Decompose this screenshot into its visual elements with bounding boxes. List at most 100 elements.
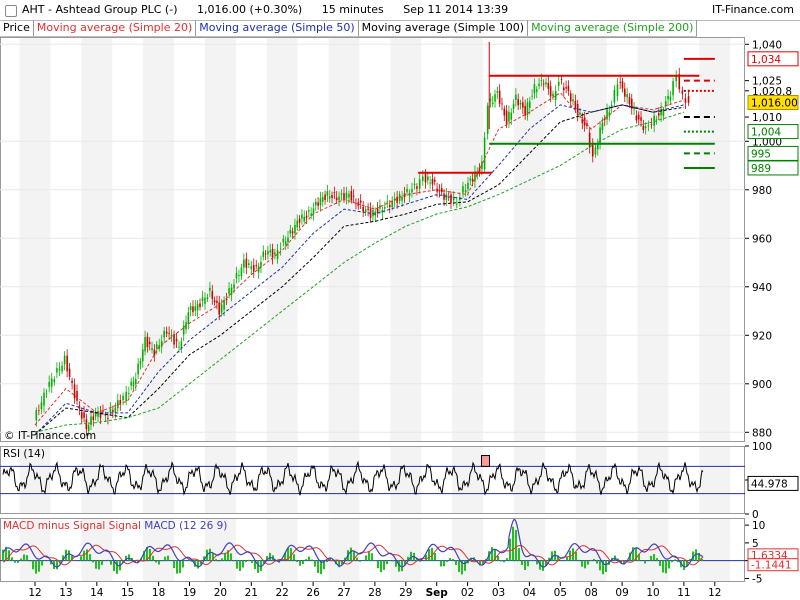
candle-body bbox=[635, 115, 638, 121]
candle-body bbox=[173, 334, 175, 345]
candle-body bbox=[139, 361, 142, 365]
candle-body bbox=[335, 197, 338, 201]
candle-body bbox=[56, 368, 58, 373]
legend-item-3[interactable]: Moving average (Simple 100) bbox=[359, 20, 529, 36]
rsi-value-tag bbox=[747, 475, 799, 491]
candle-body bbox=[312, 208, 315, 215]
price-value-tag bbox=[747, 51, 799, 67]
candle-body bbox=[533, 84, 536, 94]
candle-body bbox=[274, 252, 276, 255]
candle-body bbox=[483, 137, 486, 170]
candle-body bbox=[218, 302, 221, 315]
candle-body bbox=[194, 306, 197, 311]
candle-body bbox=[343, 193, 345, 200]
candle-body bbox=[252, 265, 255, 272]
candle-body bbox=[119, 399, 122, 405]
candle-body bbox=[109, 408, 112, 413]
candle-body bbox=[572, 99, 574, 102]
candle-body bbox=[588, 132, 591, 148]
candle-body bbox=[122, 395, 124, 401]
day-band bbox=[328, 37, 360, 442]
candle-body bbox=[63, 355, 66, 365]
candle-body bbox=[148, 341, 151, 345]
candle-body bbox=[517, 99, 519, 106]
legend-item-2[interactable]: Moving average (Simple 50) bbox=[196, 20, 359, 36]
price-tick-label: 940 bbox=[752, 282, 772, 294]
x-tick-label: 14 bbox=[90, 587, 104, 599]
rsi-line bbox=[2, 460, 704, 496]
candle-body bbox=[350, 191, 353, 201]
candle-body bbox=[310, 213, 312, 216]
x-tick-label: 21 bbox=[245, 587, 258, 599]
candle-body bbox=[135, 378, 137, 385]
legend-item-1[interactable]: Moving average (Simple 20) bbox=[34, 20, 197, 36]
candle-body bbox=[433, 179, 436, 182]
candle-body bbox=[155, 344, 158, 349]
candle-body bbox=[319, 198, 322, 206]
day-band bbox=[204, 446, 236, 514]
day-band bbox=[699, 37, 731, 442]
candle-body bbox=[386, 201, 389, 203]
legend-item-0[interactable]: Price bbox=[0, 20, 34, 36]
legend-item-4[interactable]: Moving average (Simple 200) bbox=[528, 20, 698, 36]
candle-body bbox=[112, 409, 114, 412]
candle-body bbox=[301, 214, 303, 219]
candle-body bbox=[452, 196, 455, 201]
candle-body bbox=[408, 193, 411, 197]
candle-body bbox=[192, 306, 194, 313]
candle-body bbox=[296, 220, 299, 228]
day-band bbox=[19, 446, 51, 514]
macd-tick-label: 10 bbox=[752, 520, 765, 532]
candle-body bbox=[438, 190, 441, 192]
macd-signal-line bbox=[2, 544, 704, 566]
candle-body bbox=[53, 379, 56, 383]
candle-body bbox=[667, 95, 669, 100]
candle-body bbox=[576, 103, 579, 115]
candle-body bbox=[73, 384, 76, 399]
candle-body bbox=[130, 381, 132, 386]
price-value-tag bbox=[747, 160, 799, 176]
price-value-tag-label: 1,016.00 bbox=[751, 97, 798, 109]
day-band bbox=[143, 37, 175, 442]
candle-body bbox=[189, 306, 192, 310]
datetime-label: Sep 11 2014 13:39 bbox=[403, 3, 509, 16]
candle-body bbox=[243, 259, 245, 268]
candle-body bbox=[512, 103, 515, 110]
candle-body bbox=[333, 192, 336, 193]
candle-body bbox=[257, 266, 260, 273]
day-band bbox=[328, 446, 360, 514]
candle-body bbox=[94, 412, 97, 417]
candle-body bbox=[230, 287, 233, 295]
candle-body bbox=[603, 118, 606, 120]
candle-body bbox=[657, 113, 660, 116]
candle-body bbox=[396, 196, 398, 203]
moving-average-line-0 bbox=[34, 92, 685, 426]
macd-value-tag bbox=[747, 558, 799, 572]
candle-body bbox=[540, 79, 543, 81]
candle-body bbox=[45, 393, 48, 395]
candle-body bbox=[496, 91, 499, 93]
candle-body bbox=[238, 275, 240, 277]
candle-body bbox=[248, 263, 250, 265]
x-tick-label: 13 bbox=[59, 587, 72, 599]
candle-body bbox=[687, 96, 690, 103]
candle-body bbox=[524, 105, 526, 116]
candle-body bbox=[294, 224, 296, 234]
candle-body bbox=[61, 365, 63, 372]
day-band bbox=[266, 37, 298, 442]
panel-frame bbox=[0, 37, 745, 442]
interval-label: 15 minutes bbox=[321, 3, 384, 16]
candle-body bbox=[494, 94, 496, 102]
candle-body bbox=[364, 209, 367, 212]
candle-body bbox=[489, 98, 492, 102]
candle-body bbox=[503, 108, 506, 116]
candle-body bbox=[574, 100, 577, 108]
candle-body bbox=[92, 416, 95, 420]
macd-tick-label: -5 bbox=[752, 573, 762, 585]
candle-body bbox=[321, 196, 324, 202]
candle-body bbox=[549, 86, 552, 97]
price-tick-label: 1,025 bbox=[752, 76, 782, 88]
symbol-label: AHT - Ashtead Group PLC (-) bbox=[22, 3, 178, 16]
candle-body bbox=[269, 250, 272, 253]
candle-body bbox=[599, 127, 601, 144]
